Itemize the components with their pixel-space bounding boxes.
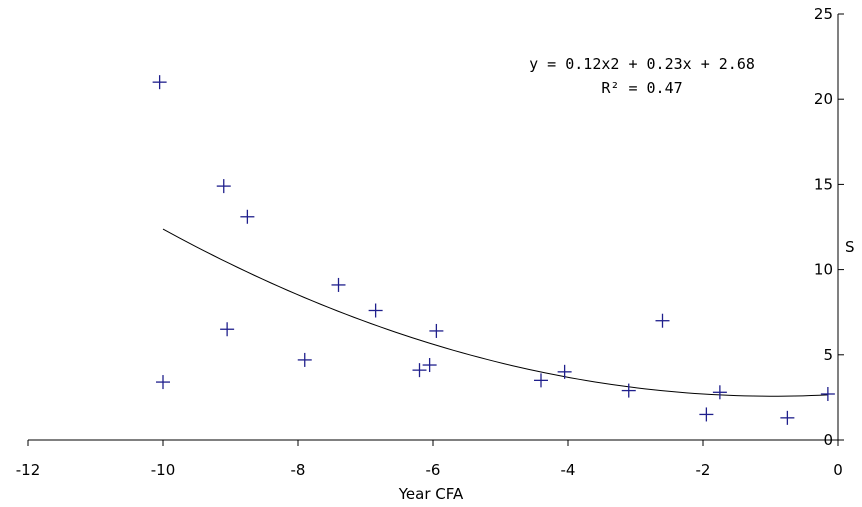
- y-tick-label: 5: [823, 346, 833, 364]
- x-tick-label: -8: [291, 461, 306, 479]
- data-point: [422, 358, 437, 373]
- data-point: [156, 375, 170, 390]
- data-point: [557, 364, 572, 379]
- y-axis-ticks: 0 5 10 15 20 25: [814, 5, 844, 449]
- x-tick-label: 0: [833, 461, 843, 479]
- y-tick-label: 20: [814, 90, 833, 108]
- x-tick-label: -10: [151, 461, 176, 479]
- data-point: [534, 373, 548, 388]
- y-tick-label: 0: [823, 431, 833, 449]
- y-tick-label: 10: [814, 261, 833, 279]
- data-point: [152, 75, 167, 90]
- y-tick-label: 15: [814, 175, 833, 193]
- data-point: [820, 386, 835, 401]
- data-point: [220, 322, 235, 337]
- data-point: [412, 363, 427, 378]
- data-points: [152, 75, 835, 425]
- data-point: [699, 407, 714, 422]
- x-axis-title: Year CFA: [398, 485, 464, 503]
- data-point: [368, 303, 383, 318]
- trendline-r-squared: R² = 0.47: [601, 79, 682, 97]
- data-point: [429, 323, 444, 338]
- data-point: [297, 352, 312, 367]
- y-axis-title: S: [845, 238, 855, 256]
- data-point: [780, 410, 795, 425]
- x-tick-label: -6: [426, 461, 441, 479]
- x-tick-label: -2: [696, 461, 711, 479]
- x-tick-label: -4: [561, 461, 576, 479]
- data-point: [240, 209, 255, 224]
- x-tick-label: -12: [16, 461, 41, 479]
- data-point: [216, 179, 231, 194]
- y-tick-label: 25: [814, 5, 833, 23]
- data-point: [331, 277, 346, 292]
- data-point: [621, 383, 636, 398]
- data-point: [655, 313, 670, 328]
- plot-area: -12 -10 -8 -6 -4 -2 0 0 5 10 15 20 25: [16, 5, 844, 479]
- data-point: [712, 385, 727, 400]
- trendline-equation: y = 0.12x2 + 0.23x + 2.68: [529, 55, 755, 73]
- x-axis-ticks: -12 -10 -8 -6 -4 -2 0: [16, 440, 843, 479]
- trendline: [162, 228, 828, 397]
